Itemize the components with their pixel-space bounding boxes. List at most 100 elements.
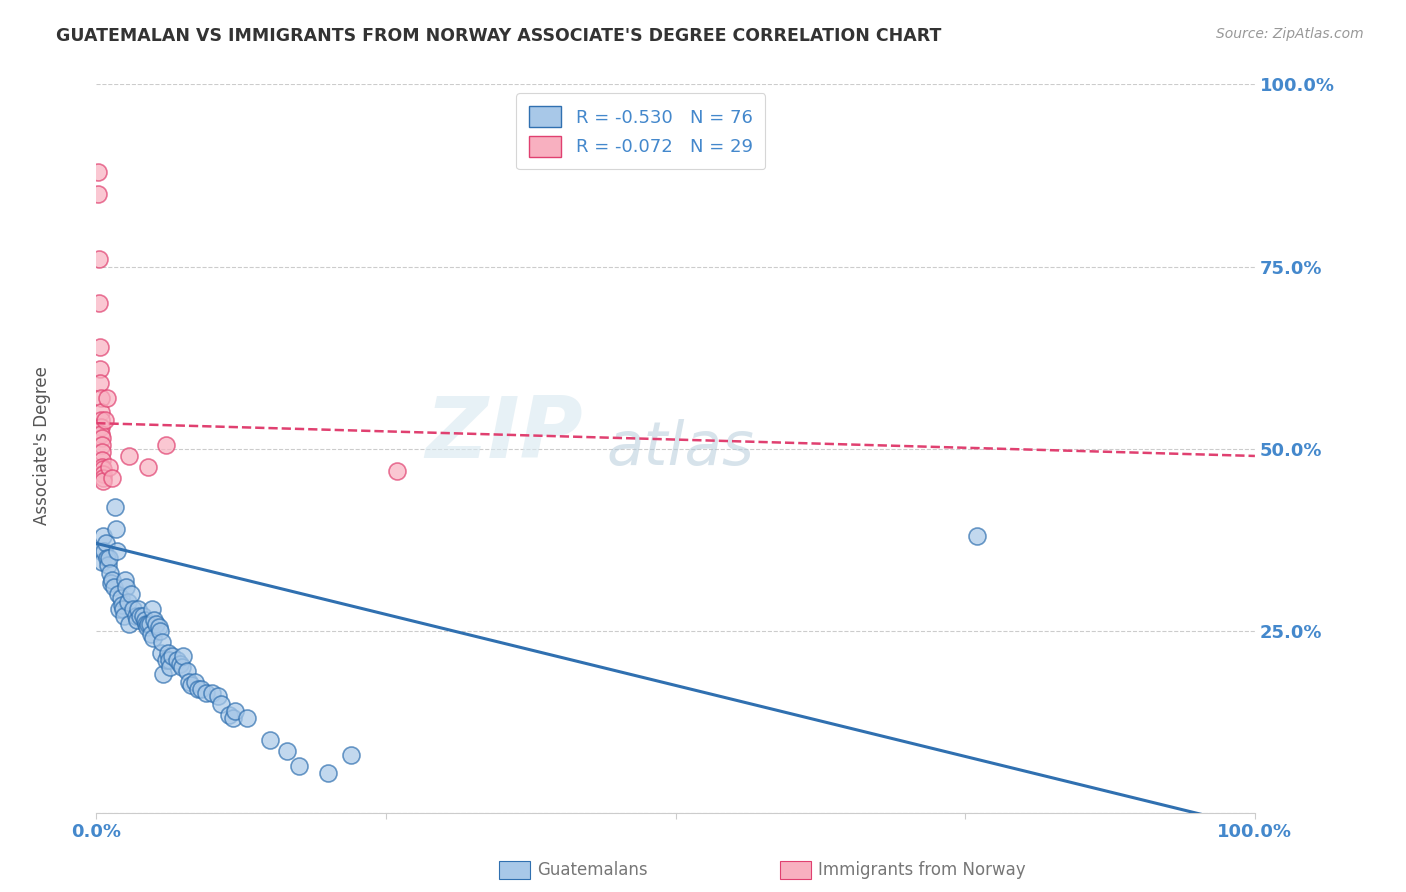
Point xyxy=(195,686,218,700)
Text: Immigrants from Norway: Immigrants from Norway xyxy=(818,861,1026,879)
Point xyxy=(100,576,122,591)
Point xyxy=(90,543,112,558)
Point xyxy=(157,646,180,660)
Point xyxy=(91,475,114,489)
Point xyxy=(139,627,162,641)
Point xyxy=(172,649,194,664)
Point xyxy=(141,602,163,616)
Point xyxy=(89,296,111,310)
Point xyxy=(134,613,156,627)
Point xyxy=(90,405,112,419)
Point xyxy=(89,361,111,376)
Point xyxy=(224,704,246,718)
Point xyxy=(93,543,115,558)
Point xyxy=(112,609,135,624)
Point xyxy=(131,609,153,624)
Point xyxy=(114,573,136,587)
Point xyxy=(138,616,160,631)
Point xyxy=(170,660,193,674)
Point xyxy=(87,186,110,201)
Point xyxy=(117,594,139,608)
Point xyxy=(259,733,281,747)
Point xyxy=(115,580,138,594)
Point xyxy=(169,657,191,671)
Point xyxy=(187,681,209,696)
Point xyxy=(129,609,152,624)
Point xyxy=(89,252,111,267)
Point xyxy=(90,419,112,434)
Point xyxy=(149,624,172,638)
Point xyxy=(166,653,188,667)
Point xyxy=(155,438,177,452)
Text: Guatemalans: Guatemalans xyxy=(537,861,648,879)
Point xyxy=(90,391,112,405)
Point xyxy=(91,445,114,459)
Point xyxy=(91,555,114,569)
Point xyxy=(125,613,148,627)
Point xyxy=(90,412,112,426)
Point xyxy=(157,653,180,667)
Point xyxy=(276,744,298,758)
Point xyxy=(105,543,128,558)
Point xyxy=(142,631,165,645)
Point xyxy=(111,599,134,613)
Point xyxy=(209,697,232,711)
Point xyxy=(183,674,205,689)
Point xyxy=(288,758,311,772)
Point xyxy=(94,536,117,550)
Point xyxy=(111,602,134,616)
Point xyxy=(103,580,125,594)
Point xyxy=(94,412,117,426)
Point xyxy=(87,165,110,179)
Point xyxy=(190,681,212,696)
Point xyxy=(98,566,121,580)
Point xyxy=(180,678,202,692)
Point xyxy=(101,573,124,587)
Text: Source: ZipAtlas.com: Source: ZipAtlas.com xyxy=(1216,27,1364,41)
Point xyxy=(136,620,159,634)
Point xyxy=(110,591,132,605)
Point xyxy=(104,500,127,514)
Point xyxy=(122,602,145,616)
Point xyxy=(316,765,339,780)
Text: Associate's Degree: Associate's Degree xyxy=(34,367,51,525)
Point xyxy=(155,653,177,667)
Point xyxy=(176,664,198,678)
Point xyxy=(91,462,114,476)
Point xyxy=(107,587,129,601)
Point xyxy=(218,707,240,722)
Point xyxy=(118,616,141,631)
Point xyxy=(127,602,149,616)
Point xyxy=(966,529,988,543)
Point xyxy=(159,660,181,674)
Point xyxy=(90,431,112,445)
Point xyxy=(150,646,173,660)
Point xyxy=(138,459,160,474)
Text: ZIP: ZIP xyxy=(425,392,583,475)
Point xyxy=(150,634,173,648)
Point xyxy=(201,686,224,700)
Legend: R = -0.530   N = 76, R = -0.072   N = 29: R = -0.530 N = 76, R = -0.072 N = 29 xyxy=(516,94,765,169)
Point xyxy=(101,471,124,485)
Point xyxy=(91,459,114,474)
Point xyxy=(152,667,174,681)
Point xyxy=(160,649,183,664)
Point xyxy=(207,690,229,704)
Point xyxy=(340,747,363,762)
Point xyxy=(90,427,112,442)
Point xyxy=(143,613,166,627)
Point xyxy=(96,550,118,565)
Point xyxy=(124,609,146,624)
Point xyxy=(91,438,114,452)
Point xyxy=(91,529,114,543)
Point xyxy=(98,550,121,565)
Point xyxy=(135,616,157,631)
Point xyxy=(222,711,245,725)
Point xyxy=(91,467,114,482)
Point xyxy=(145,616,167,631)
Point xyxy=(177,674,200,689)
Point xyxy=(96,391,118,405)
Point xyxy=(91,471,114,485)
Point xyxy=(108,602,131,616)
Text: GUATEMALAN VS IMMIGRANTS FROM NORWAY ASSOCIATE'S DEGREE CORRELATION CHART: GUATEMALAN VS IMMIGRANTS FROM NORWAY ASS… xyxy=(56,27,942,45)
